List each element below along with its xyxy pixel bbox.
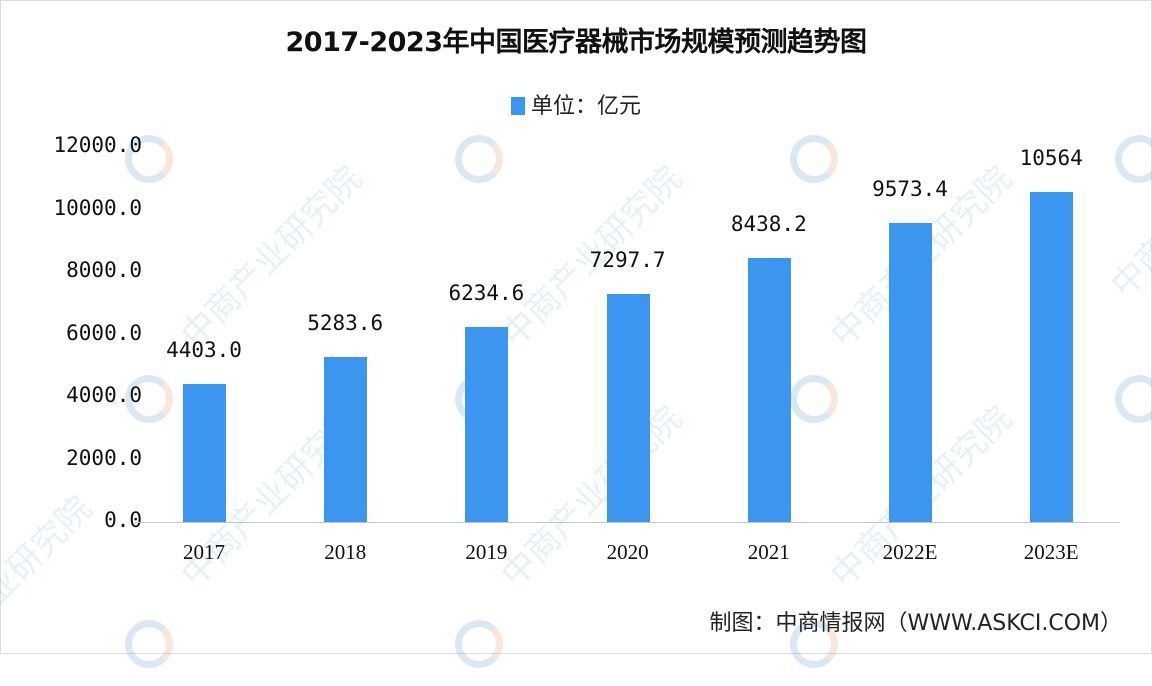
chart-title: 2017-2023年中国医疗器械市场规模预测趋势图 <box>285 27 868 58</box>
y-tick-label: 2000.0 <box>66 445 142 470</box>
y-tick-label: 6000.0 <box>66 320 142 345</box>
y-tick-label: 0.0 <box>104 508 142 532</box>
y-tick-label: 4000.0 <box>66 383 142 407</box>
x-tick-label: 2018 <box>324 540 367 564</box>
x-tick-label: 2022E <box>882 540 938 564</box>
value-label: 8438.2 <box>730 212 807 237</box>
legend: 单位：亿元 <box>0 88 1152 120</box>
y-tick-label: 10000.0 <box>53 195 142 220</box>
bar-2019 <box>465 327 509 522</box>
x-tick-label: 2019 <box>465 540 508 564</box>
y-tick-label: 8000.0 <box>66 258 142 282</box>
bar-2020 <box>606 293 650 522</box>
y-tick-label: 12000.0 <box>53 133 142 157</box>
x-tick-label: 2021 <box>747 540 790 564</box>
value-label: 4403.0 <box>166 338 242 363</box>
bar-2023E <box>1030 191 1074 522</box>
value-label: 7297.7 <box>589 247 666 272</box>
bar-2017 <box>183 384 226 522</box>
source-note: 制图：中商情报网（WWW.ASKCI.COM） <box>709 611 1122 636</box>
value-label: 10564 <box>1019 145 1083 170</box>
bar-2021 <box>747 258 791 522</box>
bar-2022E <box>889 222 932 522</box>
value-label: 5283.6 <box>307 310 384 335</box>
x-tick-label: 2017 <box>183 540 225 564</box>
x-tick-label: 2020 <box>606 540 649 564</box>
value-label: 6234.6 <box>448 281 525 306</box>
legend-swatch <box>510 97 525 115</box>
bar-2018 <box>324 356 368 522</box>
value-label: 9573.4 <box>872 176 948 201</box>
x-tick-label: 2023E <box>1023 540 1079 564</box>
x-axis-line <box>135 522 1120 523</box>
legend-label: 单位：亿元 <box>530 94 641 119</box>
